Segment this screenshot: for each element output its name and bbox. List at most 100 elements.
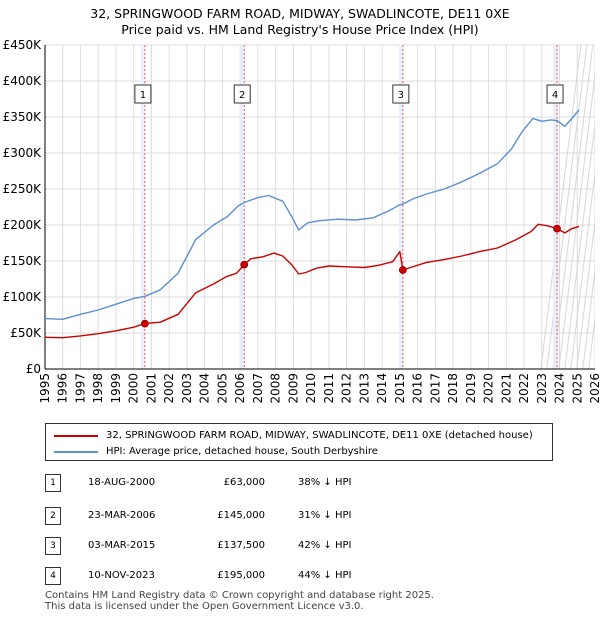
forecast-hatch — [540, 40, 600, 374]
sale-row: 1 18-AUG-2000 £63,000 38% ↓ HPI — [45, 474, 555, 492]
x-tick-label: 1996 — [56, 373, 70, 404]
hatch-clip-right — [595, 40, 600, 374]
y-tick-label: £0 — [26, 362, 41, 376]
sale-marker — [553, 224, 561, 233]
y-tick-label: £450K — [3, 38, 43, 52]
sale-marker — [398, 266, 407, 274]
x-tick-label: 2014 — [375, 373, 389, 404]
x-tick-label: 1995 — [38, 373, 52, 404]
grid-layer — [44, 40, 600, 374]
y-tick-label: £300K — [3, 146, 43, 160]
legend-label-hpi: HPI: Average price, detached house, Sout… — [106, 446, 378, 457]
x-tick-label: 1999 — [109, 373, 123, 404]
x-tick-label: 2022 — [517, 373, 531, 404]
x-tick-label: 2012 — [340, 373, 354, 404]
sale-date: 23-MAR-2006 — [88, 510, 156, 521]
sale-row: 2 23-MAR-2006 £145,000 31% ↓ HPI — [45, 507, 555, 525]
sale-hpi-diff: 44% ↓ HPI — [298, 570, 352, 581]
sale-price: £63,000 — [223, 477, 265, 488]
legend: 32, SPRINGWOOD FARM ROAD, MIDWAY, SWADLI… — [45, 423, 553, 461]
footer-copyright: Contains HM Land Registry data © Crown c… — [45, 590, 434, 601]
footer: Contains HM Land Registry data © Crown c… — [45, 590, 434, 612]
x-tick-label: 2001 — [144, 373, 158, 404]
x-tick-label: 2018 — [446, 373, 460, 404]
x-tick-label: 2017 — [428, 373, 442, 404]
hpi-line — [44, 109, 580, 320]
sale-date: 10-NOV-2023 — [88, 570, 155, 581]
sale-marker — [240, 260, 249, 269]
price-chart: 1 2 3 4 £0 £50K £100K £150K £200K £250K £300K £350… — [3, 38, 600, 404]
sale-number-label: 1 — [140, 90, 146, 101]
legend-item-hpi: HPI: Average price, detached house, Sout… — [54, 446, 378, 457]
x-tick-label: 2021 — [499, 373, 513, 404]
x-tick-label: 2007 — [251, 373, 265, 404]
x-tick-label: 2019 — [464, 373, 478, 404]
chart-subtitle: Price paid vs. HM Land Registry's House … — [121, 22, 479, 37]
x-tick-label: 2011 — [322, 373, 336, 404]
x-tick-label: 2020 — [482, 373, 496, 404]
legend-swatch-hpi — [54, 450, 98, 453]
x-tick-label: 2009 — [286, 373, 300, 404]
sale-shade — [553, 45, 558, 369]
y-tick-label: £400K — [3, 74, 43, 88]
y-tick-label: £350K — [3, 110, 43, 124]
hatch-stroke — [552, 44, 594, 370]
hatch-stroke — [570, 128, 600, 370]
sale-hpi-diff: 38% ↓ HPI — [298, 477, 352, 488]
y-tick-label: £50K — [10, 326, 42, 340]
y-tick-label: £150K — [3, 254, 43, 268]
x-tick-label: 1998 — [91, 373, 105, 404]
sale-hpi-diff: 42% ↓ HPI — [298, 540, 352, 551]
chart-title: 32, SPRINGWOOD FARM ROAD, MIDWAY, SWADLI… — [90, 6, 510, 21]
sale-marker — [140, 319, 149, 328]
sale-price: £137,500 — [217, 540, 265, 551]
sale-number-badge: 1 — [45, 474, 61, 492]
x-tick-label: 2026 — [588, 373, 600, 404]
sale-marker-layer — [140, 224, 561, 328]
sale-shade — [240, 45, 245, 369]
y-tick-label: £250K — [3, 182, 43, 196]
x-tick-label: 2010 — [304, 373, 318, 404]
sale-number-box — [134, 84, 152, 104]
sale-number-label: 4 — [552, 90, 558, 101]
sale-number-box — [233, 84, 251, 104]
sale-shading-layer: 1 2 3 4 — [134, 45, 564, 369]
sale-number-badge: 4 — [45, 567, 61, 585]
x-tick-label: 2024 — [553, 373, 567, 404]
series-layer — [44, 109, 580, 339]
x-tick-label: 2025 — [570, 373, 584, 404]
axis-layer: £0 £50K £100K £150K £200K £250K £300K £350K £400… — [3, 38, 600, 404]
x-tick-label: 2004 — [198, 373, 212, 404]
legend-item-property: 32, SPRINGWOOD FARM ROAD, MIDWAY, SWADLI… — [54, 430, 533, 441]
sale-price: £145,000 — [217, 510, 265, 521]
sale-number-badge: 2 — [45, 507, 61, 525]
hatch-stroke — [582, 225, 600, 370]
sale-number-box — [546, 84, 564, 104]
sale-number-label: 2 — [239, 90, 245, 101]
sale-price: £195,000 — [217, 570, 265, 581]
hatch-stroke — [540, 44, 582, 370]
sale-hpi-diff: 31% ↓ HPI — [298, 510, 352, 521]
sale-date: 18-AUG-2000 — [88, 477, 156, 488]
sale-number-box — [392, 84, 410, 104]
sale-row: 3 03-MAR-2015 £137,500 42% ↓ HPI — [45, 537, 555, 555]
x-tick-label: 2023 — [535, 373, 549, 404]
x-tick-label: 2008 — [269, 373, 283, 404]
sale-date: 03-MAR-2015 — [88, 540, 156, 551]
x-tick-label: 2006 — [233, 373, 247, 404]
x-tick-label: 1997 — [73, 373, 87, 404]
x-tick-label: 2013 — [357, 373, 371, 404]
y-tick-label: £100K — [3, 290, 43, 304]
y-tick-label: £200K — [3, 218, 43, 232]
x-tick-label: 2015 — [393, 373, 407, 404]
x-tick-label: 2000 — [127, 373, 141, 404]
x-tick-label: 2005 — [215, 373, 229, 404]
x-tick-label: 2003 — [180, 373, 194, 404]
sale-shade — [398, 45, 403, 369]
sale-shade — [140, 45, 145, 369]
legend-label-property: 32, SPRINGWOOD FARM ROAD, MIDWAY, SWADLI… — [106, 430, 533, 441]
property-price-line — [44, 223, 580, 339]
x-tick-label: 2002 — [162, 373, 176, 404]
footer-licence: This data is licensed under the Open Gov… — [45, 601, 364, 612]
sale-number-label: 3 — [398, 90, 404, 101]
